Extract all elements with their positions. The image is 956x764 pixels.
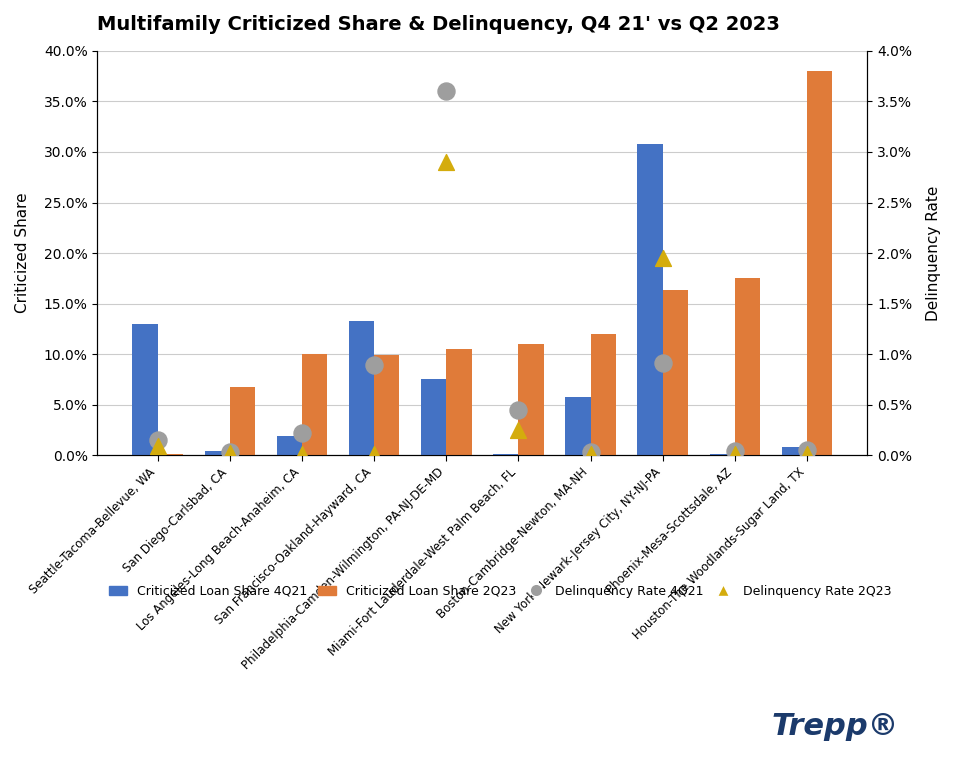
Bar — [277, 436, 302, 455]
Legend: Criticized Loan Share 4Q21, Criticized Loan Share 2Q23, Delinquency Rate 4Q21, D: Criticized Loan Share 4Q21, Criticized L… — [104, 580, 896, 603]
Delinquency Rate 4Q21 — [799, 444, 815, 456]
Delinquency Rate 4Q21 — [439, 85, 454, 97]
Bar — [374, 355, 400, 455]
Y-axis label: Delinquency Rate: Delinquency Rate — [926, 186, 941, 321]
Text: Multifamily Criticized Share & Delinquency, Q4 21' vs Q2 2023: Multifamily Criticized Share & Delinquen… — [98, 15, 780, 34]
Bar — [735, 278, 760, 455]
Delinquency Rate 2Q23 — [655, 252, 670, 264]
Bar — [133, 324, 158, 455]
Delinquency Rate 2Q23 — [294, 448, 310, 461]
Delinquency Rate 4Q21 — [366, 359, 381, 371]
Bar — [229, 387, 255, 455]
Bar — [518, 344, 544, 455]
Delinquency Rate 4Q21 — [728, 445, 743, 458]
Y-axis label: Criticized Share: Criticized Share — [15, 193, 30, 313]
Delinquency Rate 4Q21 — [150, 434, 165, 446]
Delinquency Rate 4Q21 — [655, 358, 670, 370]
Bar — [782, 447, 807, 455]
Text: Trepp®: Trepp® — [771, 712, 899, 741]
Bar — [421, 380, 446, 455]
Delinquency Rate 2Q23 — [583, 448, 598, 461]
Delinquency Rate 2Q23 — [366, 448, 381, 461]
Bar — [302, 354, 327, 455]
Bar — [638, 144, 663, 455]
Bar — [807, 71, 833, 455]
Delinquency Rate 2Q23 — [150, 440, 165, 452]
Delinquency Rate 4Q21 — [583, 446, 598, 458]
Delinquency Rate 2Q23 — [222, 447, 237, 459]
Delinquency Rate 2Q23 — [728, 448, 743, 461]
Delinquency Rate 4Q21 — [511, 403, 526, 416]
Delinquency Rate 2Q23 — [799, 448, 815, 461]
Bar — [205, 452, 229, 455]
Bar — [565, 397, 591, 455]
Bar — [663, 290, 688, 455]
Delinquency Rate 4Q21 — [294, 427, 310, 439]
Bar — [446, 349, 471, 455]
Delinquency Rate 4Q21 — [222, 446, 237, 458]
Bar — [349, 321, 374, 455]
Delinquency Rate 2Q23 — [511, 424, 526, 436]
Delinquency Rate 2Q23 — [439, 156, 454, 168]
Bar — [591, 334, 616, 455]
